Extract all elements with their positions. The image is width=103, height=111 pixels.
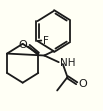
Text: F: F bbox=[43, 36, 49, 46]
Text: O: O bbox=[18, 40, 27, 50]
Text: NH: NH bbox=[60, 58, 75, 68]
Text: O: O bbox=[79, 79, 87, 89]
